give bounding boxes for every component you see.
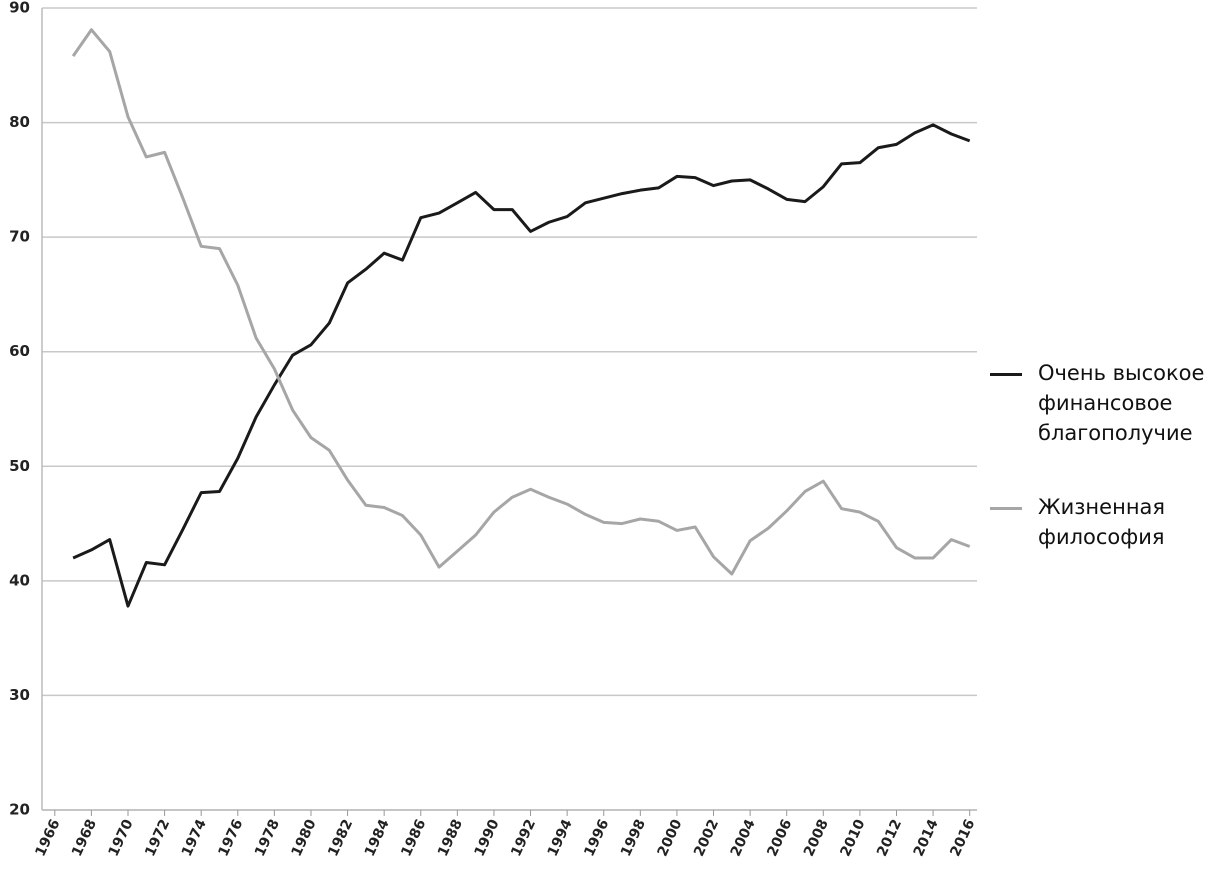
- x-tick-label: 1988: [435, 817, 466, 859]
- x-tick-label: 2010: [838, 817, 869, 859]
- x-tick-label: 1970: [106, 817, 137, 859]
- x-tick-label: 1976: [215, 817, 246, 859]
- x-tick-label: 2006: [764, 817, 795, 859]
- series-line: [71, 28, 971, 576]
- x-tick-label: 1998: [618, 817, 649, 859]
- y-tick-label: 30: [9, 686, 30, 704]
- x-tick-label: 1974: [179, 817, 210, 859]
- legend-item: Жизненная философия: [990, 492, 1228, 552]
- y-tick-label: 20: [9, 801, 30, 819]
- x-tick-label: 1994: [545, 817, 576, 859]
- legend-item: Очень высокое финансовое благополучие: [990, 358, 1228, 448]
- legend: Очень высокое финансовое благополучие Жиз…: [990, 358, 1228, 596]
- legend-swatch: [990, 373, 1022, 376]
- x-tick-label: 1982: [325, 817, 356, 859]
- x-tick-label: 1966: [32, 817, 63, 859]
- x-tick-label: 1990: [472, 817, 503, 859]
- x-tick-label: 2000: [655, 817, 686, 859]
- y-tick-label: 60: [9, 342, 30, 360]
- y-tick-label: 90: [9, 0, 30, 17]
- y-tick-label: 40: [9, 571, 30, 589]
- x-tick-label: 1972: [142, 817, 173, 859]
- legend-swatch: [990, 507, 1022, 510]
- series-line: [72, 123, 971, 608]
- x-tick-label: 1980: [289, 817, 320, 859]
- x-tick-label: 2002: [691, 817, 722, 859]
- x-tick-label: 1984: [362, 817, 393, 859]
- x-tick-label: 1986: [398, 817, 429, 859]
- y-tick-label: 70: [9, 228, 30, 246]
- x-tick-label: 2016: [947, 817, 978, 859]
- x-tick-label: 1968: [69, 817, 100, 859]
- x-tick-label: 2014: [911, 817, 942, 859]
- x-tick-label: 2004: [728, 817, 759, 859]
- x-tick-label: 2008: [801, 817, 832, 859]
- legend-label: Очень высокое финансовое благополучие: [1038, 361, 1205, 445]
- legend-label: Жизненная философия: [1038, 495, 1166, 549]
- x-tick-label: 1996: [581, 817, 612, 859]
- y-tick-label: 80: [9, 113, 30, 131]
- x-tick-label: 1978: [252, 817, 283, 859]
- x-tick-label: 2012: [874, 817, 905, 859]
- y-tick-label: 50: [9, 457, 30, 475]
- x-tick-label: 1992: [508, 817, 539, 859]
